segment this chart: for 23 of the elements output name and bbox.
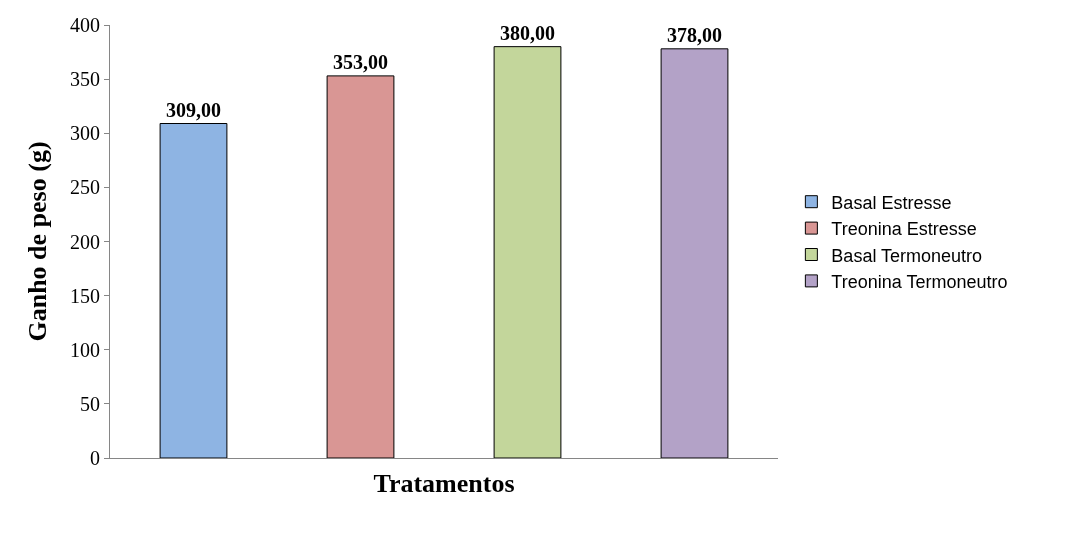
data-label: 380,00 xyxy=(500,21,555,44)
y-axis-title: Ganho de peso (g) xyxy=(23,141,53,342)
legend-label: Basal Estresse xyxy=(831,192,952,213)
y-tick-label: 200 xyxy=(70,230,100,253)
y-tick-label: 350 xyxy=(70,68,100,91)
bar xyxy=(660,48,729,458)
legend-label: Basal Termoneutro xyxy=(831,245,983,266)
y-tick-label: 150 xyxy=(70,284,100,307)
data-label: 378,00 xyxy=(667,23,722,46)
data-label: 309,00 xyxy=(166,98,221,121)
bar xyxy=(326,75,395,458)
bar xyxy=(159,123,228,458)
x-axis-title: Tratamentos xyxy=(373,468,515,498)
y-tick-label: 250 xyxy=(70,176,100,199)
data-label: 353,00 xyxy=(333,50,388,73)
legend-label: Treonina Termoneutro xyxy=(831,271,1008,292)
y-tick-label: 300 xyxy=(70,122,100,145)
y-tick-label: 50 xyxy=(80,392,100,415)
y-tick-label: 0 xyxy=(90,447,100,469)
legend-label: Treonina Estresse xyxy=(831,219,977,240)
y-tick-label: 400 xyxy=(70,14,100,36)
y-tick-label: 100 xyxy=(70,338,100,361)
bar xyxy=(493,46,562,458)
